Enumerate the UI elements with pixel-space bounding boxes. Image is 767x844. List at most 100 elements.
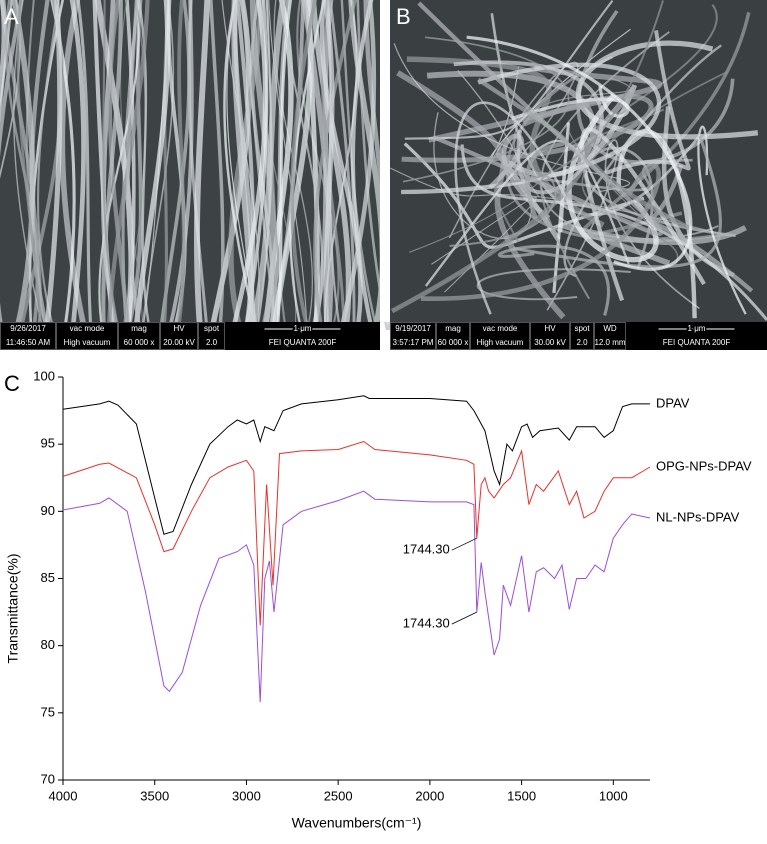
fiber (296, 0, 340, 331)
fiber (69, 0, 86, 331)
fiber (167, 0, 194, 331)
fiber (428, 65, 663, 143)
sem-panel: A (0, 0, 393, 350)
fiber (313, 0, 357, 331)
fiber (36, 0, 60, 331)
info-cell (160, 322, 198, 350)
x-tick-label: 4000 (49, 788, 78, 803)
panel-letter: A (4, 4, 19, 29)
fiber (290, 0, 318, 331)
fiber (454, 101, 572, 315)
info-bar (0, 322, 380, 350)
fiber (101, 0, 123, 331)
annotation: 1744.30 (403, 616, 450, 631)
fiber (235, 0, 256, 331)
info-value: High vacuum (477, 338, 524, 347)
info-label: spot (204, 324, 220, 333)
fiber (453, 60, 604, 195)
y-tick-label: 100 (33, 368, 55, 383)
fiber (604, 30, 691, 176)
info-label: mag (445, 324, 461, 333)
series-label: DPAV (656, 395, 690, 410)
fiber (350, 0, 374, 331)
info-label: vac mode (483, 324, 518, 333)
x-tick-label: 2500 (324, 788, 353, 803)
x-axis-label: Wavenumbers(cm⁻¹) (292, 815, 422, 831)
y-tick-label: 75 (41, 704, 55, 719)
y-tick-label: 80 (41, 637, 55, 652)
info-cell (436, 322, 470, 350)
fiber (338, 0, 377, 331)
info-value: 30.00 kV (534, 338, 566, 347)
fiber (98, 0, 140, 331)
info-cell (118, 322, 160, 350)
info-value: 2.0 (576, 338, 588, 347)
annotation-leader (451, 537, 477, 551)
fiber (248, 0, 287, 331)
annotation: 1744.30 (403, 542, 450, 557)
fiber (393, 43, 631, 192)
info-cell (594, 322, 626, 350)
info-cell (56, 322, 118, 350)
x-tick-label: 1500 (507, 788, 536, 803)
y-tick-label: 95 (41, 436, 55, 451)
info-cell (470, 322, 530, 350)
fiber (0, 0, 24, 331)
fiber (356, 0, 389, 331)
info-value: 20.00 kV (163, 338, 195, 347)
fiber (269, 0, 290, 331)
fiber (513, 135, 722, 269)
info-value: 11:46:50 AM (6, 338, 51, 347)
panel-letter: B (396, 4, 411, 29)
info-label: vac mode (70, 324, 105, 333)
fiber (563, 44, 722, 278)
x-tick-label: 3500 (140, 788, 169, 803)
scale-label: 1 μm (688, 324, 706, 333)
fiber (133, 0, 171, 331)
fiber (11, 0, 36, 331)
x-tick-label: 1000 (599, 788, 628, 803)
fiber (497, 244, 610, 316)
fiber (580, 12, 751, 237)
y-tick-label: 70 (41, 771, 55, 786)
fiber (76, 0, 93, 331)
panel-letter: C (4, 371, 20, 396)
info-label: 9/26/2017 (10, 324, 46, 333)
chart: 70 75 80 85 90 95 100 4000 3500 3000 2500 2000 1500 1… (5, 368, 752, 830)
fiber (193, 0, 211, 331)
info-cell (570, 322, 594, 350)
fiber (230, 0, 268, 331)
fiber (409, 131, 655, 253)
fiber (420, 163, 661, 301)
fiber (16, 0, 43, 331)
fiber (449, 175, 591, 300)
x-tick-label: 3000 (232, 788, 261, 803)
info-label: 9/19/2017 (395, 324, 431, 333)
fiber (223, 0, 258, 331)
fiber (424, 139, 630, 287)
fiber (466, 35, 693, 271)
y-tick-label: 85 (41, 570, 55, 585)
info-cell (530, 322, 570, 350)
sem-panel: B (389, 0, 767, 350)
y-axis-label: Transmittance(%) (5, 554, 21, 664)
series-line (62, 490, 651, 703)
fiber (322, 0, 335, 331)
fiber (321, 0, 346, 331)
info-label: WD (603, 324, 617, 333)
series-line (62, 440, 651, 626)
fiber (0, 0, 13, 123)
info-label: spot (574, 324, 590, 333)
fiber (319, 0, 363, 331)
fiber (176, 0, 186, 331)
fiber (477, 77, 568, 219)
series-line (62, 395, 650, 535)
fiber (697, 125, 747, 315)
fiber (44, 0, 63, 331)
info-value: High vacuum (64, 338, 111, 347)
scale-label: 1 μm (294, 324, 312, 333)
fiber (488, 133, 551, 220)
info-cell (390, 322, 436, 350)
fiber (431, 196, 537, 293)
